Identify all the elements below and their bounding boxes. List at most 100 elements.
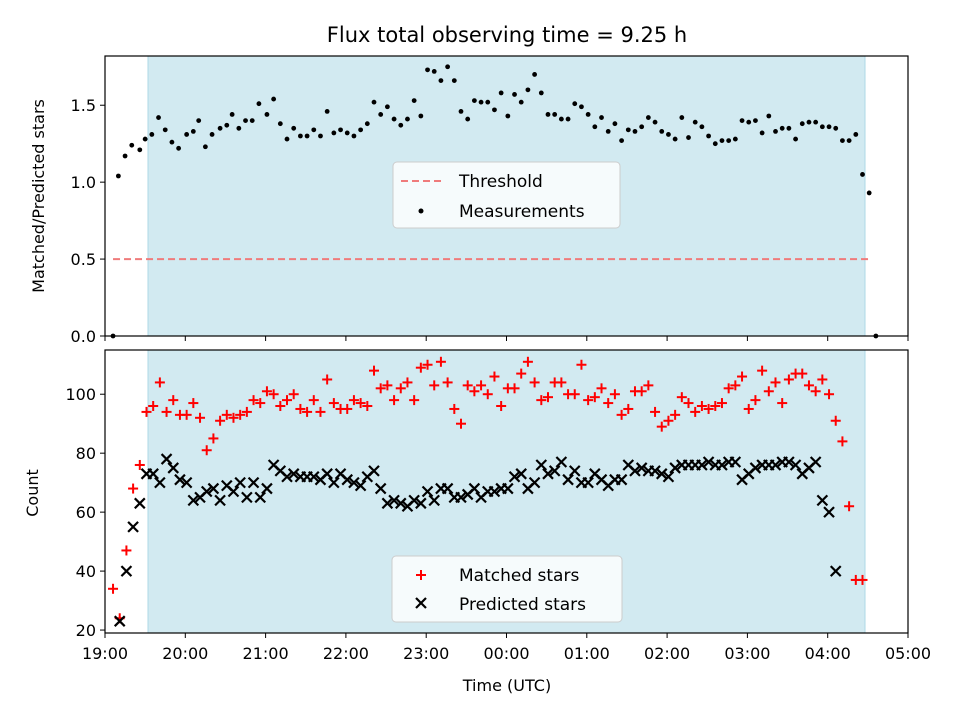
data-point [716, 459, 728, 471]
data-point [759, 130, 765, 136]
data-point [228, 412, 239, 423]
data-point [522, 356, 533, 367]
data-point [129, 142, 135, 148]
data-point [462, 380, 473, 391]
data-point [304, 133, 310, 139]
data-point [398, 122, 404, 128]
data-point [209, 132, 215, 137]
data-point [826, 124, 832, 130]
data-point [636, 386, 647, 397]
data-point [830, 415, 841, 426]
data-point [402, 377, 413, 388]
data-point [295, 403, 306, 414]
data-point [726, 138, 732, 144]
data-point [127, 521, 139, 533]
data-point [128, 483, 139, 494]
x-tick-label: 21:00 [243, 644, 289, 663]
data-point [156, 115, 161, 120]
data-point [730, 380, 741, 391]
data-point [616, 409, 627, 420]
legend-matched-label: Matched stars [459, 566, 579, 586]
data-point [629, 465, 641, 477]
data-point [451, 78, 457, 84]
bottom-x-axis-ticks: 19:00 20:00 21:00 22:00 23:00 00:00 01:00 02:00… [82, 633, 931, 663]
data-point [224, 122, 230, 128]
y-tick-label: 0.5 [71, 250, 96, 269]
data-point [763, 386, 774, 397]
bottom-legend-box [391, 555, 623, 623]
data-point [161, 406, 172, 417]
data-point [302, 406, 313, 417]
data-point [605, 128, 611, 134]
data-point [141, 406, 152, 417]
data-point [502, 482, 514, 495]
data-point [572, 101, 578, 107]
data-point [147, 468, 159, 480]
x-tick-label: 19:00 [82, 644, 128, 663]
data-point [405, 116, 410, 122]
data-point [249, 118, 255, 124]
data-point [679, 115, 685, 120]
data-point [308, 395, 319, 406]
data-point [686, 135, 691, 140]
data-point [190, 128, 196, 134]
data-point [369, 365, 380, 376]
data-point [355, 398, 366, 409]
data-point [833, 125, 839, 131]
data-point [431, 68, 437, 74]
data-point [468, 482, 481, 495]
data-point [579, 104, 584, 110]
y-tick-label: 40 [76, 562, 96, 581]
data-point [358, 127, 364, 133]
data-point [442, 377, 453, 388]
data-point [277, 121, 283, 127]
series-predicted-stars [113, 453, 842, 627]
data-point [342, 403, 353, 414]
data-point [235, 409, 246, 420]
data-point [341, 473, 354, 486]
data-point [160, 453, 173, 465]
data-point [819, 124, 825, 130]
data-point [435, 356, 446, 367]
data-point [505, 113, 511, 119]
data-point [615, 473, 628, 486]
data-point [710, 401, 721, 412]
data-point [536, 395, 547, 406]
data-point [857, 574, 868, 585]
bottom-data-marks [108, 356, 868, 627]
data-point [670, 409, 681, 420]
data-point [421, 485, 434, 498]
data-point [669, 462, 681, 474]
data-point [348, 395, 359, 406]
data-point [810, 386, 821, 397]
data-point [455, 418, 466, 429]
data-point [556, 377, 567, 388]
x-tick-label: 00:00 [483, 644, 529, 663]
data-point [168, 395, 179, 406]
data-point [663, 415, 674, 426]
data-point [324, 108, 330, 114]
data-point [696, 401, 707, 412]
data-point [195, 412, 206, 423]
data-point [120, 565, 133, 577]
data-point [384, 104, 390, 110]
data-point [777, 398, 788, 409]
data-point [757, 365, 768, 376]
data-point [703, 403, 714, 414]
data-point [351, 133, 357, 139]
data-point [202, 144, 208, 150]
series-measurements [110, 64, 879, 339]
data-point [746, 119, 752, 125]
data-point [739, 118, 745, 124]
data-point [471, 98, 477, 104]
data-point [162, 127, 168, 133]
data-point [749, 462, 762, 474]
series-matched-stars [108, 356, 868, 624]
data-point [662, 470, 675, 483]
data-point [672, 136, 678, 142]
data-point [509, 383, 520, 394]
data-point [783, 456, 795, 468]
data-point [496, 401, 507, 412]
data-point [569, 389, 580, 400]
data-point [518, 99, 524, 105]
